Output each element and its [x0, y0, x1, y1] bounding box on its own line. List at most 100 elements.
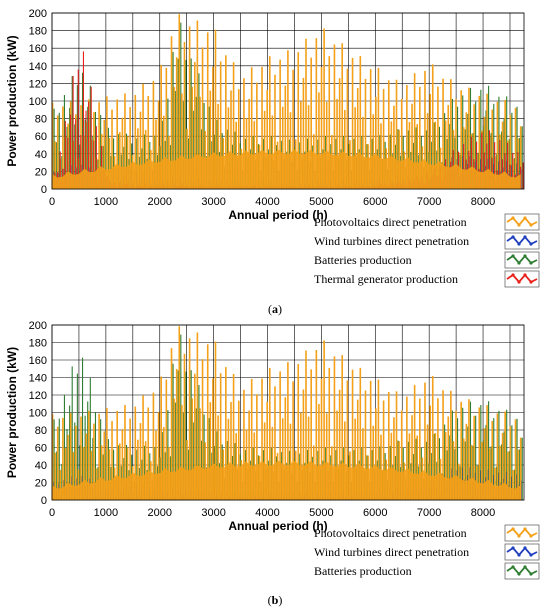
bar [121, 117, 124, 189]
bar [59, 469, 62, 500]
bar [268, 56, 271, 189]
bar [375, 408, 377, 500]
legend-swatch-marker [517, 534, 521, 538]
legend-swatch-marker [517, 553, 521, 557]
y-tick-label: 100 [29, 408, 47, 420]
bar [318, 92, 320, 189]
bar [411, 103, 413, 189]
bar [284, 397, 287, 500]
bar [118, 132, 121, 189]
bar [521, 126, 523, 189]
bar [155, 119, 157, 189]
bar [323, 340, 325, 500]
bar [103, 431, 106, 500]
bar [227, 418, 230, 500]
x-tick-label: 3000 [201, 507, 225, 519]
bar [217, 103, 219, 189]
bar [58, 112, 60, 189]
bar [333, 356, 336, 500]
bar [199, 96, 201, 189]
bar [84, 415, 86, 500]
bar [495, 154, 497, 189]
legend-label: Photovoltaics direct penetration [314, 526, 467, 540]
bar [310, 369, 312, 500]
x-tick-label: 7000 [417, 507, 441, 519]
legend-label: Batteries production [314, 564, 412, 578]
bar [499, 445, 501, 500]
bar [106, 407, 108, 500]
bar [512, 469, 514, 500]
bar [297, 364, 300, 500]
bar [469, 87, 472, 189]
bar [491, 109, 494, 189]
bar [493, 418, 495, 500]
legend-swatch-marker [523, 235, 527, 239]
x-tick-label: 0 [49, 196, 55, 208]
bar [139, 423, 142, 500]
bar [504, 99, 506, 189]
bar [74, 422, 76, 500]
bar [460, 90, 462, 189]
bar [450, 390, 452, 500]
bar [177, 58, 179, 189]
bar [118, 445, 120, 500]
bar [113, 449, 115, 500]
bar [499, 140, 501, 189]
x-tick-label: 0 [49, 507, 55, 519]
bar [142, 395, 144, 500]
bar [488, 401, 490, 500]
bar [323, 28, 325, 189]
bar [58, 418, 60, 500]
bar [346, 68, 349, 189]
bar [137, 128, 139, 189]
bar [521, 437, 523, 500]
bar [490, 133, 492, 189]
bar [426, 424, 429, 500]
bar [284, 85, 287, 189]
bar [451, 98, 453, 189]
bar [107, 439, 109, 500]
bar [219, 61, 222, 190]
bar [162, 427, 165, 500]
bar [473, 104, 475, 189]
legend-swatch-marker [517, 242, 521, 246]
bar [359, 56, 362, 189]
bar [462, 95, 464, 189]
bar [341, 43, 344, 189]
bar [116, 410, 119, 500]
legend-swatch-marker [511, 546, 515, 550]
bar [87, 410, 90, 500]
bar [429, 93, 431, 189]
bar [177, 370, 179, 500]
bar [354, 107, 356, 189]
bar [195, 96, 197, 189]
bar [372, 114, 375, 189]
bar [82, 51, 84, 189]
bar [483, 152, 485, 189]
bar [93, 140, 95, 189]
bar [74, 124, 76, 189]
bar [77, 69, 79, 189]
bar [477, 465, 479, 500]
bar [408, 433, 411, 500]
bar [503, 118, 505, 189]
bar [315, 350, 318, 500]
bar [419, 398, 421, 500]
bar [125, 133, 128, 189]
bar [377, 67, 380, 189]
bar [488, 448, 491, 500]
bar [201, 359, 204, 500]
bar [281, 106, 284, 189]
bar [165, 67, 168, 189]
bar [155, 430, 157, 500]
legend-swatch-marker [529, 534, 533, 538]
bar [193, 110, 195, 189]
bar [406, 396, 408, 500]
bar [511, 425, 513, 500]
bar [125, 444, 128, 500]
bar [95, 126, 97, 189]
bar [111, 109, 113, 189]
bar [248, 98, 250, 189]
bar [455, 410, 457, 500]
